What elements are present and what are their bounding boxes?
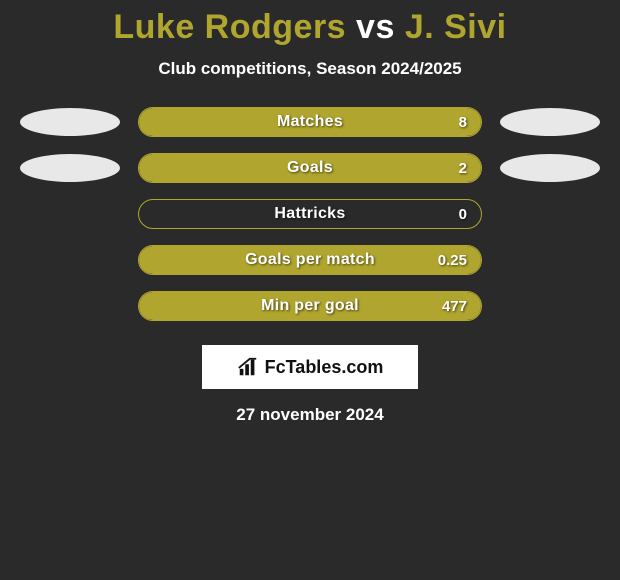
stat-row: Goals2 [0,153,620,183]
stat-bar: Goals2 [138,153,482,183]
stat-value: 8 [459,108,467,136]
bar-chart-icon [237,356,259,378]
player1-marker [20,154,120,182]
marker-placeholder [500,292,600,320]
stat-value: 0 [459,200,467,228]
stat-label: Min per goal [139,292,481,320]
branding-badge[interactable]: FcTables.com [202,345,418,389]
stat-bar: Matches8 [138,107,482,137]
player1-name: Luke Rodgers [113,8,346,46]
stat-row: Min per goal477 [0,291,620,321]
branding-text: FcTables.com [265,357,384,378]
title-vs: vs [356,8,395,46]
player2-marker [500,154,600,182]
stat-bar: Hattricks0 [138,199,482,229]
marker-placeholder [20,200,120,228]
stat-label: Hattricks [139,200,481,228]
player2-name: J. Sivi [405,8,507,46]
stat-bar: Min per goal477 [138,291,482,321]
page-title: Luke Rodgers vs J. Sivi [0,8,620,47]
stat-row: Matches8 [0,107,620,137]
stat-rows: Matches8Goals2Hattricks0Goals per match0… [0,107,620,321]
stat-row: Goals per match0.25 [0,245,620,275]
stat-label: Matches [139,108,481,136]
player2-marker [500,108,600,136]
stat-value: 477 [442,292,467,320]
stat-value: 2 [459,154,467,182]
subtitle: Club competitions, Season 2024/2025 [0,59,620,79]
marker-placeholder [20,246,120,274]
stat-label: Goals [139,154,481,182]
player1-marker [20,108,120,136]
marker-placeholder [500,246,600,274]
stat-label: Goals per match [139,246,481,274]
marker-placeholder [500,200,600,228]
date-text: 27 november 2024 [0,405,620,425]
comparison-card: Luke Rodgers vs J. Sivi Club competition… [0,0,620,425]
stat-value: 0.25 [438,246,467,274]
stat-row: Hattricks0 [0,199,620,229]
stat-bar: Goals per match0.25 [138,245,482,275]
marker-placeholder [20,292,120,320]
